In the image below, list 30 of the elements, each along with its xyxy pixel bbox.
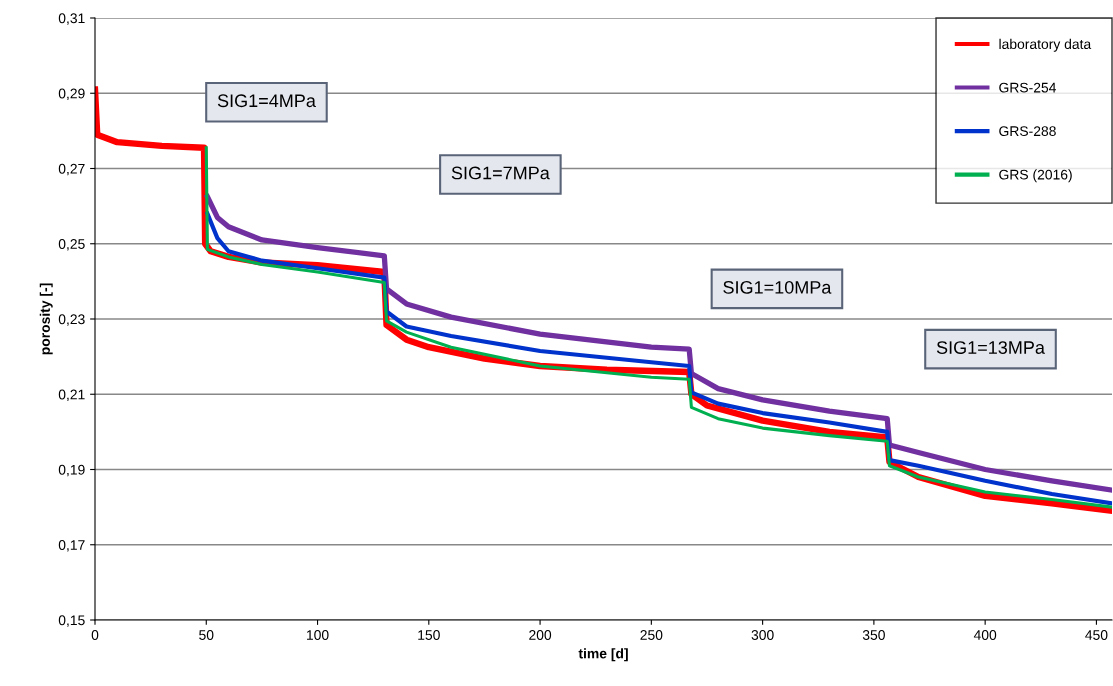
- line-series: [204, 146, 1112, 509]
- annotation: SIG1=4MPa: [217, 94, 316, 108]
- x-tick-label: 450: [1085, 630, 1108, 640]
- x-tick-label: 100: [307, 630, 329, 640]
- x-axis-title: time [d]: [578, 648, 628, 662]
- y-axis-title: porosity [-]: [39, 283, 53, 355]
- y-tick-label: 0,31: [58, 13, 85, 25]
- legend-label: laboratory data: [999, 38, 1092, 52]
- x-tick-label: 250: [640, 630, 663, 640]
- x-tick-label: 50: [199, 630, 214, 640]
- y-tick-label: 0,17: [58, 540, 85, 552]
- y-tick-label: 0,27: [58, 163, 85, 176]
- x-tick-label: 200: [529, 630, 552, 640]
- y-tick-label: 0,15: [58, 615, 85, 627]
- x-tick-label: 300: [751, 630, 774, 640]
- y-tick-label: 0,29: [58, 88, 85, 101]
- x-tick-label: 0: [91, 630, 99, 640]
- y-tick-label: 0,21: [58, 389, 85, 402]
- y-tick-label: 0,23: [58, 314, 85, 326]
- y-tick-label: 0,19: [58, 464, 85, 477]
- annotation: SIG1=10MPa: [723, 280, 832, 294]
- legend-label: GRS (2016): [999, 169, 1072, 183]
- x-tick-label: 400: [973, 630, 997, 640]
- legend-label: GRS-288: [999, 126, 1056, 137]
- legend-label: GRS-254: [999, 82, 1057, 93]
- x-tick-label: 150: [418, 630, 440, 640]
- y-tick-label: 0,25: [58, 239, 85, 251]
- annotation: SIG1=7MPa: [451, 166, 550, 180]
- x-tick-label: 350: [862, 630, 885, 640]
- annotation: SIG1=13MPa: [936, 341, 1045, 354]
